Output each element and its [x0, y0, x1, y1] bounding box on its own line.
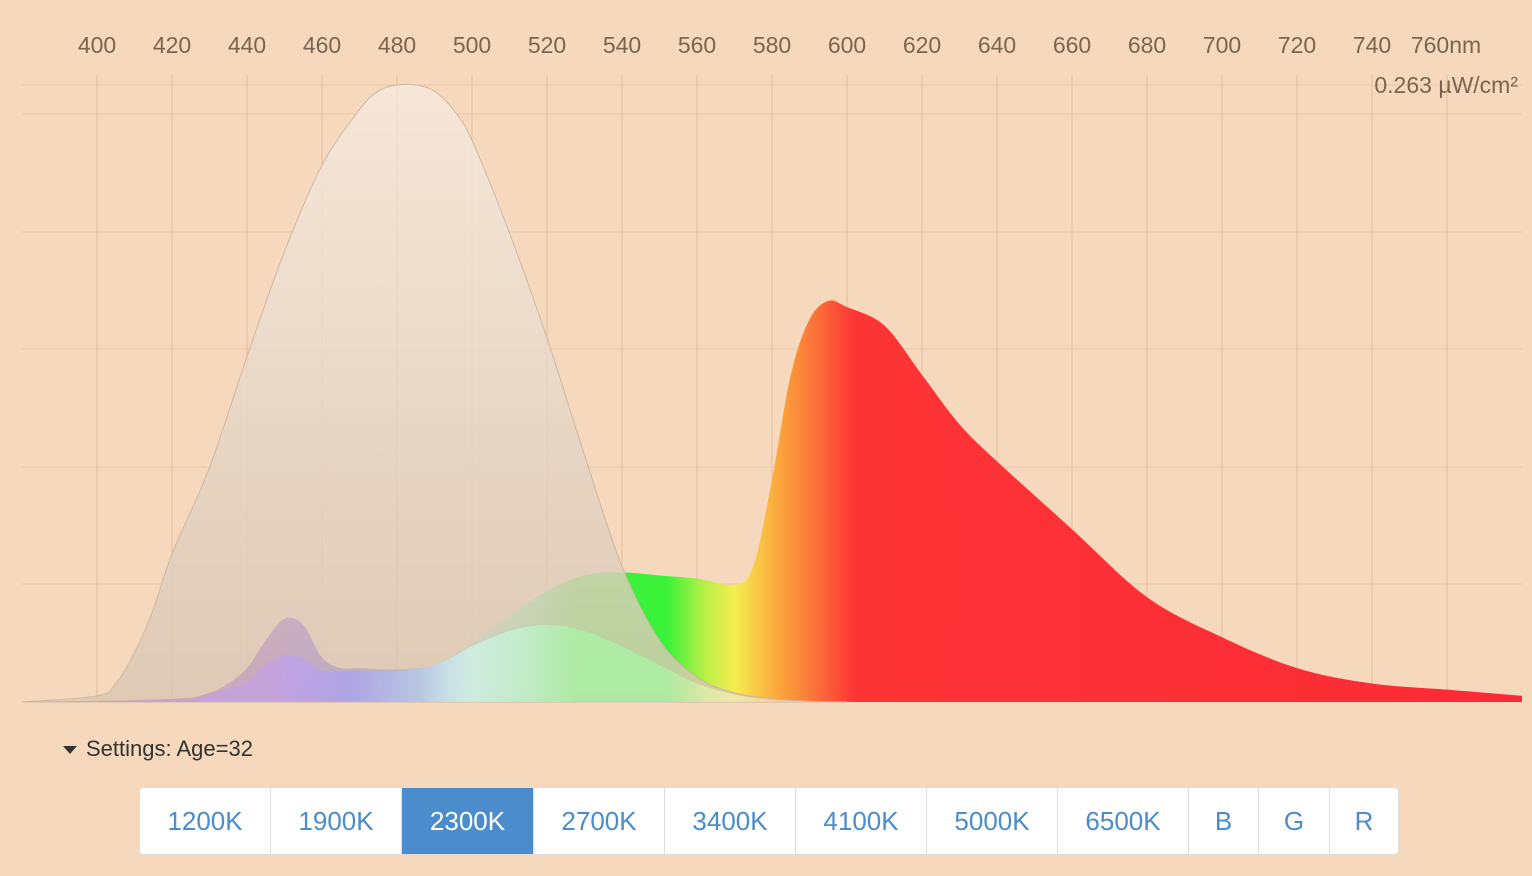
x-tick-label: 420: [153, 32, 191, 58]
x-tick-label: 500: [453, 32, 491, 58]
x-tick-label: 400: [78, 32, 116, 58]
button-1900k[interactable]: 1900K: [271, 788, 402, 854]
button-2700k[interactable]: 2700K: [534, 788, 665, 854]
x-tick-label: 460: [303, 32, 341, 58]
temperature-button-group: 1200K 1900K 2300K 2700K 3400K 4100K 5000K 6500K…: [139, 787, 1399, 855]
x-tick-label: 540: [603, 32, 641, 58]
spectrum-chart: 400 420 440 460 480 500 520 540 560 580 600 620 640 6…: [21, 32, 1522, 703]
button-1200k[interactable]: 1200K: [140, 788, 271, 854]
button-5000k[interactable]: 5000K: [927, 788, 1058, 854]
irradiance-label: 0.263 µW/cm²: [1374, 72, 1518, 98]
x-tick-label: 560: [678, 32, 716, 58]
x-tick-label: 600: [828, 32, 866, 58]
settings-label: Settings: Age=32: [86, 736, 253, 761]
x-tick-label: 640: [978, 32, 1016, 58]
x-tick-label: 680: [1128, 32, 1166, 58]
x-tick-label: 740: [1353, 32, 1391, 58]
x-tick-label: 480: [378, 32, 416, 58]
area-weighted-overlay: [22, 624, 847, 702]
x-tick-label: 720: [1278, 32, 1316, 58]
x-tick-label: 760nm: [1411, 32, 1481, 58]
button-6500k[interactable]: 6500K: [1058, 788, 1189, 854]
button-b[interactable]: B: [1189, 788, 1259, 854]
x-tick-label: 580: [753, 32, 791, 58]
chart-areas: [21, 83, 1522, 703]
button-3400k[interactable]: 3400K: [665, 788, 796, 854]
area-sensitivity-curve: [21, 83, 848, 703]
button-g[interactable]: G: [1259, 788, 1330, 854]
area-spectrum-2300K: [22, 300, 1522, 702]
button-4100k[interactable]: 4100K: [796, 788, 927, 854]
settings-toggle[interactable]: Settings: Age=32: [63, 736, 253, 762]
x-tick-label: 700: [1203, 32, 1241, 58]
x-tick-label: 660: [1053, 32, 1091, 58]
caret-down-icon: [63, 746, 77, 754]
button-2300k[interactable]: 2300K: [402, 788, 534, 854]
x-tick-label: 520: [528, 32, 566, 58]
button-r[interactable]: R: [1330, 788, 1398, 854]
x-tick-label: 440: [228, 32, 266, 58]
area-weighted-spectrum: [22, 624, 847, 702]
x-tick-label: 620: [903, 32, 941, 58]
chart-x-ticks: 400 420 440 460 480 500 520 540 560 580 600 620 640 6…: [78, 32, 1481, 58]
